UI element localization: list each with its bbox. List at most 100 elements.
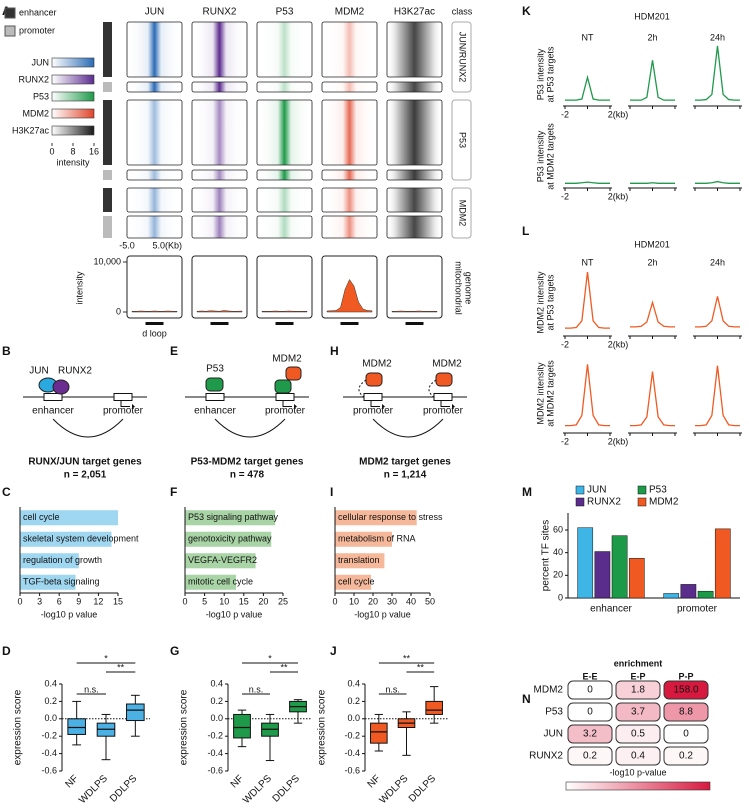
protein-label: JUN: [29, 366, 48, 377]
x-tick-label: 25: [278, 596, 288, 606]
bar: [185, 510, 276, 526]
protein: [52, 379, 70, 395]
profile-line: [695, 296, 740, 328]
promoter-arrow: [370, 400, 380, 407]
x-tick-label: 2(kb): [608, 109, 629, 119]
protein: [274, 379, 292, 394]
heatmap-frame: [191, 99, 248, 166]
heat-cell: [615, 680, 661, 700]
heatmap-block: [322, 100, 377, 165]
y-tick-label: -0.4: [207, 748, 223, 758]
element-label: promoter: [265, 406, 306, 417]
x-tick-label: NF: [366, 773, 383, 790]
y-tick-label: 20: [553, 570, 563, 580]
box: [126, 703, 145, 722]
cell-label: 3.7: [631, 707, 645, 718]
significance-label: n.s.: [249, 684, 264, 694]
y-tick-label: 60: [553, 524, 563, 534]
bar: [185, 574, 236, 590]
x-tick-label: 0: [332, 596, 337, 606]
y-tick-label: 0.0: [347, 713, 360, 723]
bar: [577, 527, 594, 599]
element-box: [433, 393, 453, 401]
class-header: class: [452, 6, 473, 16]
heatmap-frame: [191, 81, 248, 93]
element-box: [205, 393, 225, 401]
heatmap-frame: [386, 81, 443, 93]
heatmap-frame: [191, 21, 248, 78]
loop-arc: [372, 418, 444, 438]
heatmap-frame: [321, 187, 378, 213]
protein-label: P53: [206, 364, 224, 375]
class-bar: [103, 82, 112, 92]
x-tick-label: -2: [561, 191, 569, 201]
heatmap-block: [127, 188, 182, 212]
mito-profile: [131, 310, 178, 313]
bar: [594, 551, 611, 599]
significance-label: *: [104, 653, 108, 663]
column-label: P-P: [678, 671, 693, 681]
heatmap-block: [127, 22, 182, 77]
colorbar-title: intensity: [56, 157, 90, 167]
promoter-arrowhead: [132, 404, 135, 409]
heat-cell: [567, 702, 613, 722]
y-tick-label: -0.4: [344, 748, 360, 758]
y-tick-label: -0.6: [41, 765, 57, 775]
chart-title: HDM201: [634, 239, 670, 249]
cell-label: 158.0: [673, 685, 698, 696]
heatmap-block: [387, 100, 442, 165]
panel-letter: F: [170, 485, 177, 499]
bar: [714, 528, 731, 599]
significance-label: **: [403, 653, 411, 663]
protein: [205, 377, 224, 392]
colorbar: [565, 781, 711, 791]
profile-line: [695, 365, 740, 427]
heatmap-block: [127, 82, 182, 92]
category-label: genotoxicity pathway: [188, 534, 272, 544]
column-header: P53: [276, 7, 294, 18]
bar: [20, 574, 76, 590]
heatmap-frame: [256, 81, 313, 93]
heatmap-block: [257, 216, 312, 238]
heatmap-frame: [126, 187, 183, 213]
legend-swatch: [575, 485, 585, 495]
mito-title: genome: [464, 272, 474, 305]
mito-frame: [191, 255, 248, 319]
bar: [335, 531, 392, 547]
heatmap-block: [387, 188, 442, 212]
y-tick-label: 0.2: [44, 696, 57, 706]
significance-label: n.s.: [84, 684, 99, 694]
x-axis-label: -log10 p value: [41, 609, 98, 619]
heat-cell: [615, 702, 661, 722]
colorbar-label: MDM2: [23, 108, 50, 118]
significance-label: **: [280, 662, 288, 672]
legend-swatch: [637, 497, 647, 507]
panel-letter: J: [330, 644, 337, 658]
panel-letter: N: [522, 692, 531, 706]
bar: [335, 553, 385, 569]
column-label: NT: [582, 257, 594, 267]
panel-letter: I: [330, 485, 333, 499]
x-tick-label: -2: [561, 436, 569, 446]
y-tick-label: 0: [558, 592, 563, 602]
diagram-title: RUNX/JUN target genes: [28, 457, 142, 468]
heatmap-block: [387, 82, 442, 92]
promoter-arrowhead: [382, 404, 385, 409]
colorbar: [51, 108, 95, 119]
diagram-title: MDM2 target genes: [359, 457, 451, 468]
x-tick-label: 15: [239, 596, 249, 606]
heatmap-frame: [321, 169, 378, 181]
colorbar-tick-label: 8: [70, 146, 75, 156]
x-tick-label: 12: [93, 596, 103, 606]
x-tick-label: DDLPS: [407, 773, 439, 805]
protein: [435, 372, 453, 387]
heatmap-frame: [126, 99, 183, 166]
row-label: JUN: [544, 729, 563, 740]
heatmap-frame: [256, 99, 313, 166]
x-tick-label: 2(kb): [608, 191, 629, 201]
significance-label: *: [268, 653, 272, 663]
heatmap-block: [192, 188, 247, 212]
y-tick-label: 0.2: [210, 696, 223, 706]
column-header: H3K27ac: [394, 7, 435, 18]
